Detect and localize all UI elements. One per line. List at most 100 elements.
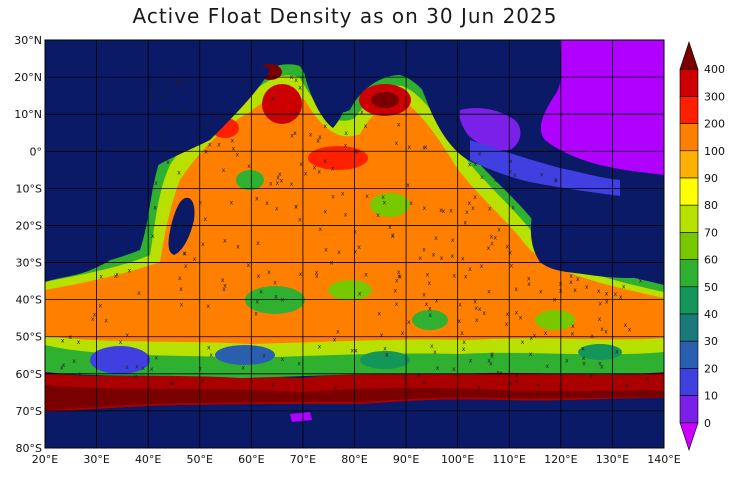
blue-patch-2: [215, 345, 275, 365]
colorbar-segment: [679, 96, 699, 124]
float-marker: x: [397, 122, 401, 129]
float-marker: x: [582, 361, 586, 368]
colorbar-label: 20: [704, 362, 718, 375]
float-marker: x: [515, 378, 519, 385]
float-marker: x: [161, 95, 165, 102]
float-marker: x: [177, 80, 181, 87]
float-marker: x: [462, 346, 466, 353]
float-marker: x: [344, 211, 348, 218]
lon-label: 70°E: [290, 453, 316, 466]
float-marker: x: [432, 252, 436, 259]
float-marker: x: [639, 278, 643, 285]
float-marker: x: [426, 271, 430, 278]
float-marker: x: [204, 149, 208, 156]
float-marker: x: [490, 351, 494, 358]
float-marker: x: [150, 165, 154, 172]
colorbar-segment: [679, 232, 699, 260]
float-marker: x: [304, 171, 308, 178]
float-marker: x: [276, 175, 280, 182]
float-marker: x: [461, 255, 465, 262]
float-marker: x: [222, 286, 226, 293]
float-marker: x: [480, 263, 484, 270]
float-marker: x: [605, 298, 609, 305]
float-marker: x: [247, 163, 251, 170]
float-marker: x: [473, 299, 477, 306]
float-marker: x: [182, 250, 186, 257]
colorbar-label: 40: [704, 308, 718, 321]
float-marker: x: [597, 288, 601, 295]
india-landmass: [302, 40, 362, 128]
float-marker: x: [242, 365, 246, 372]
float-marker: x: [179, 286, 183, 293]
float-marker: x: [573, 287, 577, 294]
float-marker: x: [429, 312, 433, 319]
float-marker: x: [182, 146, 186, 153]
float-marker: x: [271, 95, 275, 102]
colorbar-segment: [679, 177, 699, 206]
float-marker: x: [490, 241, 494, 248]
float-marker: x: [217, 141, 221, 148]
float-marker: x: [198, 366, 202, 373]
bay-of-bengal-core: [371, 92, 399, 108]
float-marker: x: [324, 247, 328, 254]
float-marker: x: [619, 294, 623, 301]
map-title: Active Float Density as on 30 Jun 2025: [132, 4, 558, 28]
colorbar-label: 300: [704, 90, 725, 103]
float-marker: x: [378, 310, 382, 317]
float-marker: x: [510, 262, 514, 269]
float-marker: x: [255, 195, 259, 202]
float-marker: x: [385, 351, 389, 358]
lat-label: 0°: [30, 145, 43, 158]
float-marker: x: [324, 208, 328, 215]
float-marker: x: [72, 358, 76, 365]
float-marker: x: [529, 351, 533, 358]
float-marker: x: [273, 279, 277, 286]
float-marker: x: [403, 374, 407, 381]
float-marker: x: [281, 356, 285, 363]
lat-label: 10°S: [16, 182, 42, 195]
float-marker: x: [422, 247, 426, 254]
float-marker: x: [272, 381, 276, 388]
float-marker: x: [330, 260, 334, 267]
float-marker: x: [408, 144, 412, 151]
float-marker: x: [422, 145, 426, 152]
float-marker: x: [439, 207, 443, 214]
float-marker: x: [565, 358, 569, 365]
colorbar-label: 50: [704, 281, 718, 294]
float-marker: x: [475, 305, 479, 312]
lon-label: 120°E: [544, 453, 577, 466]
float-marker: x: [135, 364, 139, 371]
float-marker: x: [170, 380, 174, 387]
float-marker: x: [488, 205, 492, 212]
float-marker: x: [571, 330, 575, 337]
float-marker: x: [91, 316, 95, 323]
colorbar-segment: [679, 150, 699, 179]
float-marker: x: [494, 177, 498, 184]
float-marker: x: [609, 389, 613, 396]
colorbar-segment: [679, 259, 699, 288]
float-marker: x: [409, 200, 413, 207]
float-marker: x: [569, 279, 573, 286]
float-marker: x: [419, 255, 423, 262]
float-marker: x: [482, 310, 486, 317]
float-marker: x: [99, 273, 103, 280]
float-marker: x: [599, 300, 603, 307]
float-marker: x: [540, 147, 544, 154]
green-patch-2: [328, 280, 372, 300]
float-marker: x: [383, 199, 387, 206]
colorbar-segment: [679, 123, 699, 152]
float-marker: x: [155, 355, 159, 362]
float-marker: x: [193, 256, 197, 263]
float-marker: x: [93, 311, 97, 318]
float-marker: x: [293, 130, 297, 137]
float-marker: x: [336, 329, 340, 336]
float-marker: x: [435, 298, 439, 305]
float-marker: x: [354, 248, 358, 255]
float-marker: x: [315, 273, 319, 280]
float-marker: x: [150, 366, 154, 373]
float-marker: x: [598, 316, 602, 323]
float-marker: x: [398, 274, 402, 281]
float-marker: x: [458, 301, 462, 308]
lon-label: 50°E: [187, 453, 213, 466]
float-marker: x: [259, 289, 263, 296]
